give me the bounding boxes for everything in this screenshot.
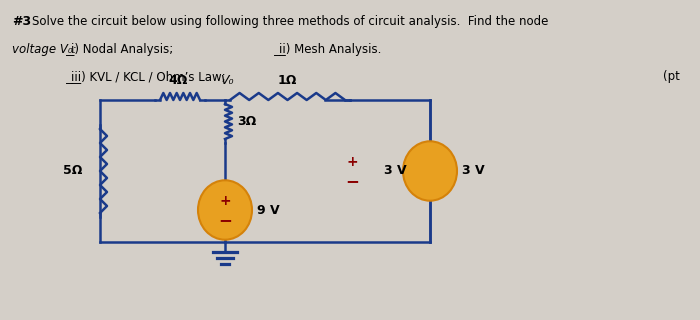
Text: +: +: [346, 155, 358, 169]
Text: 3Ω: 3Ω: [237, 115, 256, 128]
Text: ̲i̲̲i̲) Mesh Analysis.: ̲i̲̲i̲) Mesh Analysis.: [280, 43, 382, 56]
Text: (pt: (pt: [663, 70, 680, 83]
Ellipse shape: [198, 180, 252, 240]
Text: 3 V: 3 V: [384, 164, 407, 178]
Text: −: −: [345, 172, 359, 190]
Text: +: +: [219, 194, 231, 208]
Text: V₀: V₀: [220, 74, 234, 87]
Text: Solve the circuit below using following three methods of circuit analysis.  Find: Solve the circuit below using following …: [32, 15, 548, 28]
Text: 1Ω: 1Ω: [278, 74, 298, 87]
Ellipse shape: [403, 141, 457, 201]
Text: voltage V₀:: voltage V₀:: [12, 43, 76, 56]
Text: −: −: [218, 211, 232, 229]
Text: 3 V: 3 V: [462, 164, 484, 178]
Text: 5Ω: 5Ω: [62, 164, 82, 178]
Text: ̲i̲) Nodal Analysis;: ̲i̲) Nodal Analysis;: [72, 43, 174, 56]
Text: 4Ω: 4Ω: [168, 74, 188, 87]
Text: ̲i̲̲i̲̲i̲) KVL / KCL / Ohm’s Law;: ̲i̲̲i̲̲i̲) KVL / KCL / Ohm’s Law;: [72, 70, 227, 83]
Text: 9 V: 9 V: [257, 204, 279, 217]
Text: #3: #3: [12, 15, 31, 28]
